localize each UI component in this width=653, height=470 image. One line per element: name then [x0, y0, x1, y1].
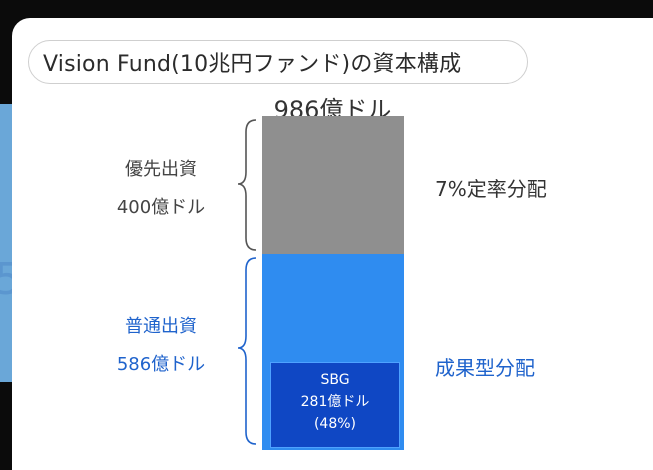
preferred-equity-segment — [262, 116, 404, 254]
title-pill: Vision Fund(10兆円ファンド)の資本構成 — [28, 40, 528, 84]
preferred-equity-amount: 400億ドル — [116, 197, 206, 218]
sbg-segment: SBG 281億ドル (48%) — [270, 362, 400, 448]
preferred-brace — [237, 119, 257, 251]
preferred-equity-label: 優先出資 400億ドル — [102, 151, 220, 227]
common-equity-name: 普通出資 — [125, 316, 197, 337]
slide: Vision Fund(10兆円ファンド)の資本構成 986億ドル SBG 28… — [12, 18, 653, 470]
page-title: Vision Fund(10兆円ファンド)の資本構成 — [43, 52, 462, 77]
common-brace — [237, 257, 257, 445]
sbg-amount-label: 281億ドル — [300, 394, 370, 410]
sbg-name-label: SBG — [320, 372, 350, 388]
background-edge-strip — [0, 104, 14, 382]
preferred-equity-name: 優先出資 — [125, 159, 197, 180]
sbg-share-label: (48%) — [313, 416, 357, 432]
fixed-distribution-label: 7%定率分配 — [435, 177, 547, 201]
performance-distribution-label: 成果型分配 — [435, 356, 535, 380]
common-equity-label: 普通出資 586億ドル — [102, 308, 220, 384]
brace-group — [237, 119, 257, 445]
common-equity-amount: 586億ドル — [116, 354, 206, 375]
